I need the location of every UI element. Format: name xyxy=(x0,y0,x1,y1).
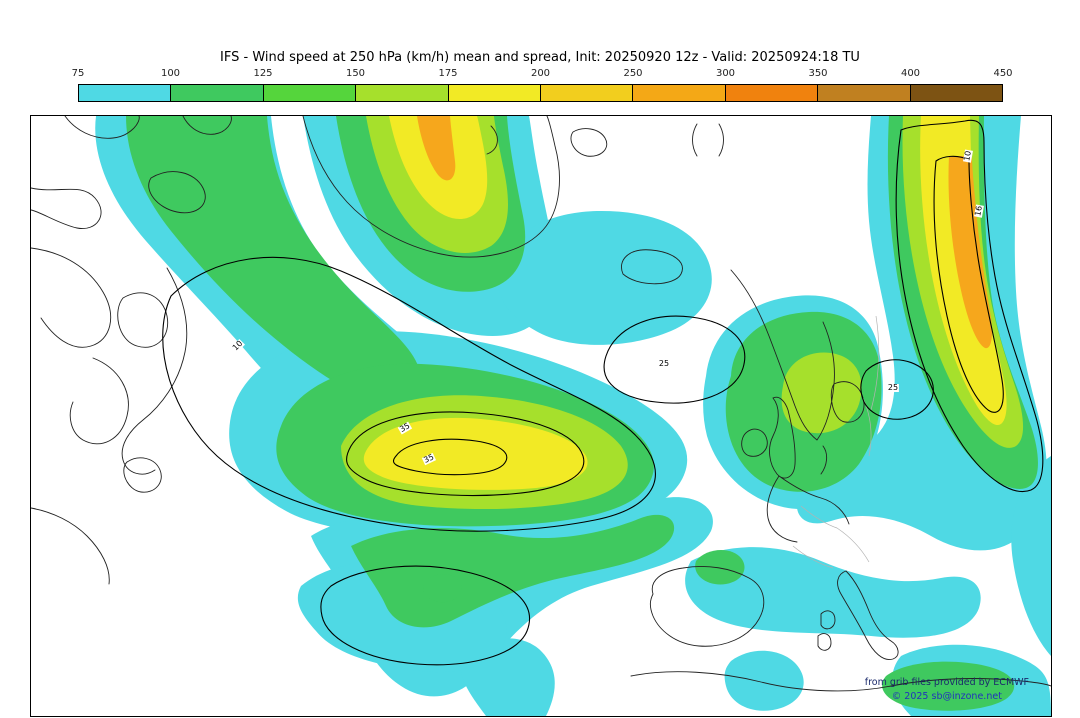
colorbar-segment xyxy=(447,85,541,101)
attribution-copyright-link[interactable]: © 2025 sb@inzone.net xyxy=(891,690,1002,702)
colorbar-tick-label: 250 xyxy=(623,68,643,79)
attribution-source: from grib files provided by ECMWF xyxy=(864,676,1029,688)
spread-contour xyxy=(320,565,531,666)
colorbar-segment xyxy=(724,85,818,101)
colorbar-segment xyxy=(540,85,633,101)
spread-contour xyxy=(895,119,1044,492)
colorbar-tick-label: 300 xyxy=(715,68,736,79)
coastline-layer xyxy=(31,116,1051,692)
wind-fill-orange xyxy=(948,156,993,349)
wind-fill-orange xyxy=(417,116,456,181)
wind-fill-green xyxy=(126,116,422,407)
colorbar-ticks: 75 100 125 150 175 200 250 300 350 400 450 xyxy=(72,68,1013,81)
colorbar-segment xyxy=(909,85,1003,101)
colorbar-tick-label: 400 xyxy=(900,68,921,79)
wind-fill-green xyxy=(882,661,1015,711)
wind-fill-cyan xyxy=(498,211,712,345)
colorbar-tick-label: 200 xyxy=(530,68,551,79)
colorbar xyxy=(78,84,1003,102)
coastline-europe xyxy=(649,269,899,660)
map-frame: 10 35 35 25 10 16 25 from grib files provided … xyxy=(30,115,1052,717)
spread-contour xyxy=(162,256,656,532)
colorbar-segment xyxy=(355,85,448,101)
colorbar-segment xyxy=(262,85,356,101)
colorbar-segment xyxy=(817,85,910,101)
colorbar-tick-label: 100 xyxy=(160,68,181,79)
wind-fill-green xyxy=(695,550,745,585)
wind-fill-cyan xyxy=(685,547,981,638)
spread-contour xyxy=(345,411,585,496)
spread-contour xyxy=(603,315,746,404)
coastline-north-america xyxy=(31,116,232,585)
wind-fill-cyan xyxy=(1011,456,1051,656)
colorbar-tick-label: 125 xyxy=(253,68,273,79)
colorbar-tick-label: 75 xyxy=(71,68,85,79)
coastline-svalbard xyxy=(692,123,724,157)
coastline-iceland xyxy=(621,249,683,285)
colorbar-tick-label: 150 xyxy=(345,68,366,79)
spread-contour-layer xyxy=(162,119,1044,666)
colorbar-segment xyxy=(79,85,171,101)
colorbar-tick-label: 350 xyxy=(808,68,828,79)
spread-contour xyxy=(392,438,508,476)
wind-speed-map xyxy=(31,116,1051,716)
spread-contour xyxy=(860,359,934,420)
coastline-africa-mediterranean xyxy=(630,671,1051,692)
country-borders xyxy=(792,315,880,569)
chart-title: IFS - Wind speed at 250 hPa (km/h) mean … xyxy=(220,50,860,65)
wind-fill-green xyxy=(423,574,462,603)
wind-fill-yellowgreen xyxy=(781,352,862,434)
colorbar-tick-label: 450 xyxy=(993,68,1013,79)
coastline-greenland xyxy=(302,116,608,258)
colorbar-segment xyxy=(632,85,725,101)
wind-fill-layer xyxy=(95,116,1051,716)
spread-contour xyxy=(933,155,1004,413)
attribution: from grib files provided by ECMWF © 2025… xyxy=(865,676,1029,705)
colorbar-segment xyxy=(170,85,263,101)
wind-fill-cyan xyxy=(724,650,804,711)
colorbar-tick-label: 175 xyxy=(438,68,458,79)
